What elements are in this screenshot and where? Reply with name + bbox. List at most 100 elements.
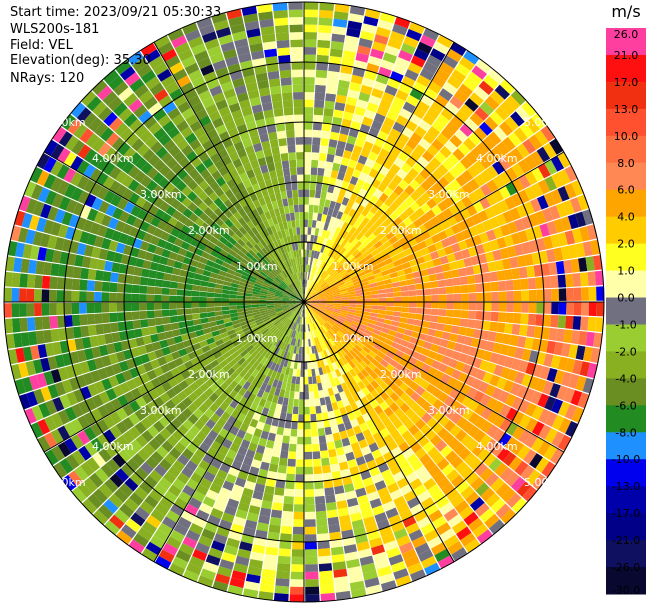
range-gate [290,436,297,444]
range-gate [193,319,201,326]
range-gate [139,294,147,302]
range-gate [288,145,296,153]
range-gate [42,303,50,316]
range-gate [302,257,304,265]
range-gate [27,317,36,331]
range-gate [535,277,543,289]
range-gate [310,399,316,407]
range-gate [589,302,597,316]
range-gate [292,182,298,190]
range-gate [289,17,303,25]
range-gate [133,320,142,329]
range-gate [177,283,185,290]
range-gate [379,306,387,310]
range-gate [154,303,162,310]
range-gate [147,318,155,326]
range-gate [102,282,110,292]
range-gate [468,284,476,293]
range-gate [506,313,514,324]
range-gate [304,347,307,355]
range-gate [304,115,313,123]
range-gate [285,421,292,429]
range-gate [458,268,467,277]
range-gate [308,227,312,235]
range-gate [288,2,303,10]
range-gate [316,511,327,519]
range-gate [321,138,330,146]
range-gate [207,297,215,302]
range-gate [289,444,297,452]
range-gate [192,291,200,297]
range-gate [574,302,582,315]
range-gate [430,315,438,322]
range-gate [313,122,322,130]
range-gate [587,271,596,286]
range-gate [294,399,299,407]
range-gate [304,130,312,138]
range-gate [320,145,328,153]
range-gate [318,556,331,565]
range-gate [386,311,394,316]
range-gate [109,282,117,292]
range-gate [304,32,317,40]
range-gate [298,414,304,422]
range-gate [512,324,521,335]
range-gate [304,220,308,228]
range-gate [50,263,59,276]
range-gate [244,305,252,308]
range-gate [268,433,276,442]
range-gate [94,303,102,313]
range-gate [454,302,462,310]
range-gate [304,10,318,18]
range-gate [298,242,301,250]
range-gate [310,406,316,414]
range-gate [296,452,304,460]
range-gate [544,289,552,301]
range-gate [51,329,60,342]
range-gate [438,287,446,294]
range-gate [437,280,445,288]
range-gate [291,376,296,384]
range-gate [341,300,349,302]
range-gate [526,266,535,278]
range-gate [461,302,469,310]
range-gate [124,312,132,321]
range-gate [49,290,57,302]
range-gate [469,302,477,310]
range-gate [476,293,484,302]
range-gate [273,154,281,163]
range-gate [140,277,148,286]
range-gate [513,313,521,324]
range-gate [156,325,165,333]
range-gate [287,137,295,145]
range-gate [451,326,460,335]
range-gate [192,302,200,308]
range-gate [280,533,292,541]
range-gate [288,152,296,160]
range-gate [446,310,454,318]
colorbar-tick: 13.0 [614,103,639,116]
range-gate [313,451,321,459]
range-gate [237,305,245,309]
range-gate [588,317,597,332]
range-gate [283,168,290,176]
range-gate [446,294,454,301]
range-gate [200,318,208,324]
range-gate [313,466,322,474]
range-gate [439,295,447,302]
range-gate [300,227,304,235]
range-gate [326,434,334,443]
range-gate [291,572,304,580]
range-gate [282,511,293,519]
range-gate [484,302,492,311]
range-gate [453,286,461,294]
range-gate [291,421,298,429]
range-gate [274,161,282,170]
range-gate [307,242,310,250]
range-gate [556,261,565,274]
colorbar-tick: -10.0 [612,453,640,466]
range-gate [305,459,313,467]
range-gate [321,458,330,466]
range-gate [300,377,304,385]
range-gate [132,276,141,285]
